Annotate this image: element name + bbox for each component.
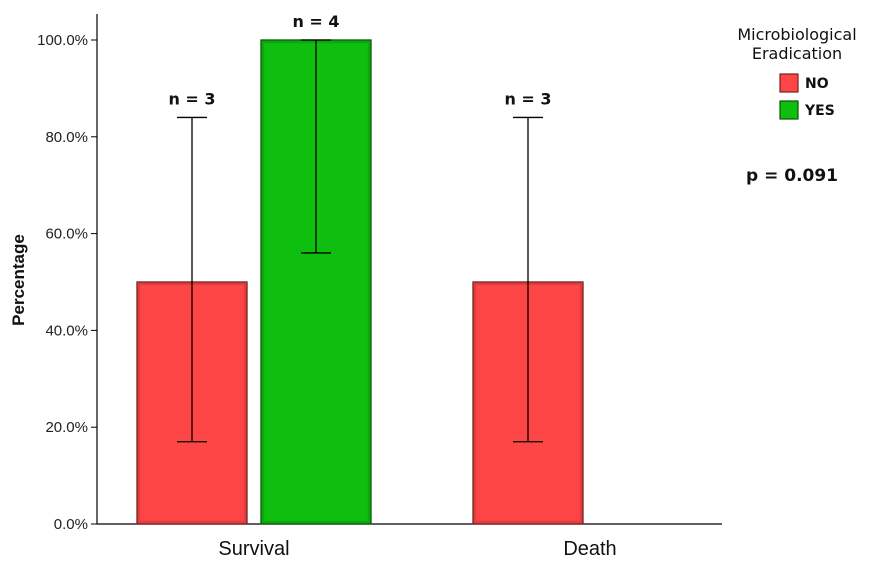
- y-axis-label: Percentage: [9, 234, 28, 326]
- y-tick-label: 0.0%: [54, 516, 88, 533]
- plot-area: 0.0%20.0%40.0%60.0%80.0%100.0% n = 3n = …: [37, 12, 722, 560]
- legend-label-yes: YES: [804, 103, 835, 119]
- legend-entries: NO YES: [779, 73, 835, 120]
- y-axis-ticks: 0.0% 20.0% 40.0% 60.0% 80.0% 100.0%: [37, 32, 97, 533]
- y-tick-label: 60.0%: [45, 226, 88, 243]
- category-label-survival: Survival: [218, 538, 289, 560]
- legend-label-no: NO: [805, 76, 829, 92]
- legend-swatch-no: [779, 73, 799, 93]
- legend-swatch-yes: [779, 100, 799, 120]
- n-label: n = 3: [168, 89, 215, 108]
- n-labels: n = 3 n = 4 n = 3: [168, 12, 551, 108]
- y-tick-label: 80.0%: [45, 129, 88, 146]
- y-tick-label: 20.0%: [45, 419, 88, 436]
- category-label-death: Death: [563, 538, 616, 560]
- error-bars: [177, 39, 543, 443]
- legend-title-line2: Eradication: [752, 44, 842, 63]
- y-tick-label: 100.0%: [37, 32, 88, 49]
- legend-title-line1: Microbiological: [737, 25, 856, 44]
- x-axis-categories: Survival Death: [218, 538, 616, 560]
- n-label: n = 3: [504, 89, 551, 108]
- p-value-annotation: p = 0.091: [746, 166, 838, 186]
- legend: Microbiological Eradication NO YES: [737, 25, 857, 120]
- n-label: n = 4: [292, 12, 339, 31]
- bars: [136, 39, 584, 525]
- y-tick-label: 40.0%: [45, 322, 88, 339]
